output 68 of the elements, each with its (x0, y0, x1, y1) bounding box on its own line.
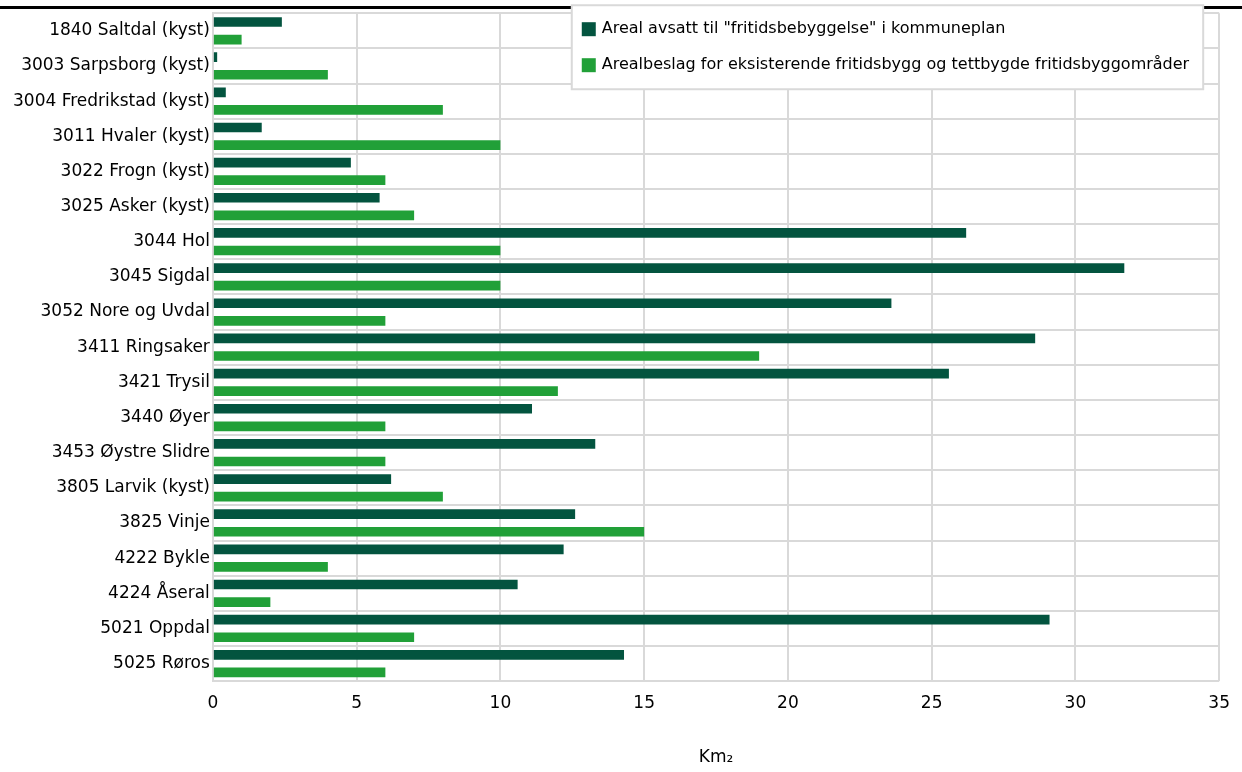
y-tick-label: 5021 Oppdal (100, 616, 210, 637)
bar (213, 122, 262, 133)
y-tick-label: 3440 Øyer (120, 405, 210, 426)
bar (213, 157, 351, 168)
y-tick-label: 3805 Larvik (kyst) (56, 476, 210, 497)
x-tick-label: 25 (920, 691, 943, 712)
bar (213, 579, 518, 590)
y-tick-label: 3453 Øystre Slidre (51, 441, 210, 462)
bar (213, 280, 501, 291)
y-tick-label: 3025 Asker (kyst) (60, 194, 210, 215)
bar (213, 439, 596, 449)
y-tick-label: 3411 Ringsaker (77, 335, 210, 356)
x-tick-label: 20 (777, 691, 799, 712)
y-tick-label: 4224 Åseral (108, 580, 210, 602)
bar (213, 210, 415, 221)
bar (213, 544, 564, 555)
bar (213, 368, 949, 379)
bar (213, 245, 501, 256)
y-tick-label: 3421 Trysil (117, 370, 210, 391)
x-tick-label: 35 (1208, 691, 1230, 712)
bar (213, 597, 271, 607)
y-tick-label: 3004 Fredrikstad (kyst) (12, 89, 210, 110)
bar (213, 263, 1125, 273)
x-tick-label: 30 (1064, 691, 1087, 712)
bar (213, 17, 282, 27)
y-tick-label: 3022 Frogn (kyst) (60, 159, 210, 180)
bar (213, 526, 645, 537)
bar (213, 34, 242, 45)
x-tick-label: 15 (633, 691, 655, 712)
y-tick-label: 3044 Hol (133, 230, 210, 251)
bar (213, 667, 386, 678)
legend-label: Areal avsatt til "fritidsbebyggelse" i kommuneplan (601, 18, 1006, 38)
y-tick-label: 1840 Saltdal (kyst) (49, 19, 210, 40)
bar (213, 474, 392, 484)
bar (213, 316, 386, 326)
bar (213, 52, 218, 62)
bar (213, 509, 576, 520)
bar (213, 562, 328, 572)
bar (213, 298, 892, 309)
bar (213, 491, 443, 502)
x-tick-label: 0 (207, 691, 219, 712)
bar (213, 140, 501, 150)
bar (213, 351, 760, 361)
y-tick-label: 3003 Sarpsborg (kyst) (21, 54, 210, 75)
bar (213, 421, 386, 432)
y-tick-label: 3052 Nore og Uvdal (40, 300, 210, 321)
bar (213, 69, 328, 80)
y-tick-label: 3045 Sigdal (108, 265, 210, 286)
x-tick-label: 10 (489, 691, 512, 712)
bar (213, 228, 967, 238)
bar (213, 333, 1036, 344)
bar (213, 650, 625, 660)
bar (213, 87, 226, 98)
y-tick-label: 5025 Røros (113, 652, 210, 673)
bar (213, 105, 443, 115)
bar (213, 192, 380, 203)
x-axis-title: Km₂ (698, 746, 734, 767)
bar (213, 175, 386, 186)
legend-label: Arealbeslag for eksisterende fritidsbygg og tettbygde fritidsbyggområder (601, 54, 1190, 74)
y-tick-label: 3825 Vinje (119, 511, 210, 532)
y-tick-label: 3011 Hvaler (kyst) (52, 124, 210, 145)
bar (213, 456, 386, 467)
y-tick-label: 4222 Bykle (114, 546, 210, 567)
bar (213, 403, 532, 414)
bar (213, 386, 558, 396)
bar (213, 614, 1050, 625)
x-tick-label: 5 (351, 691, 363, 712)
bar (213, 632, 415, 643)
